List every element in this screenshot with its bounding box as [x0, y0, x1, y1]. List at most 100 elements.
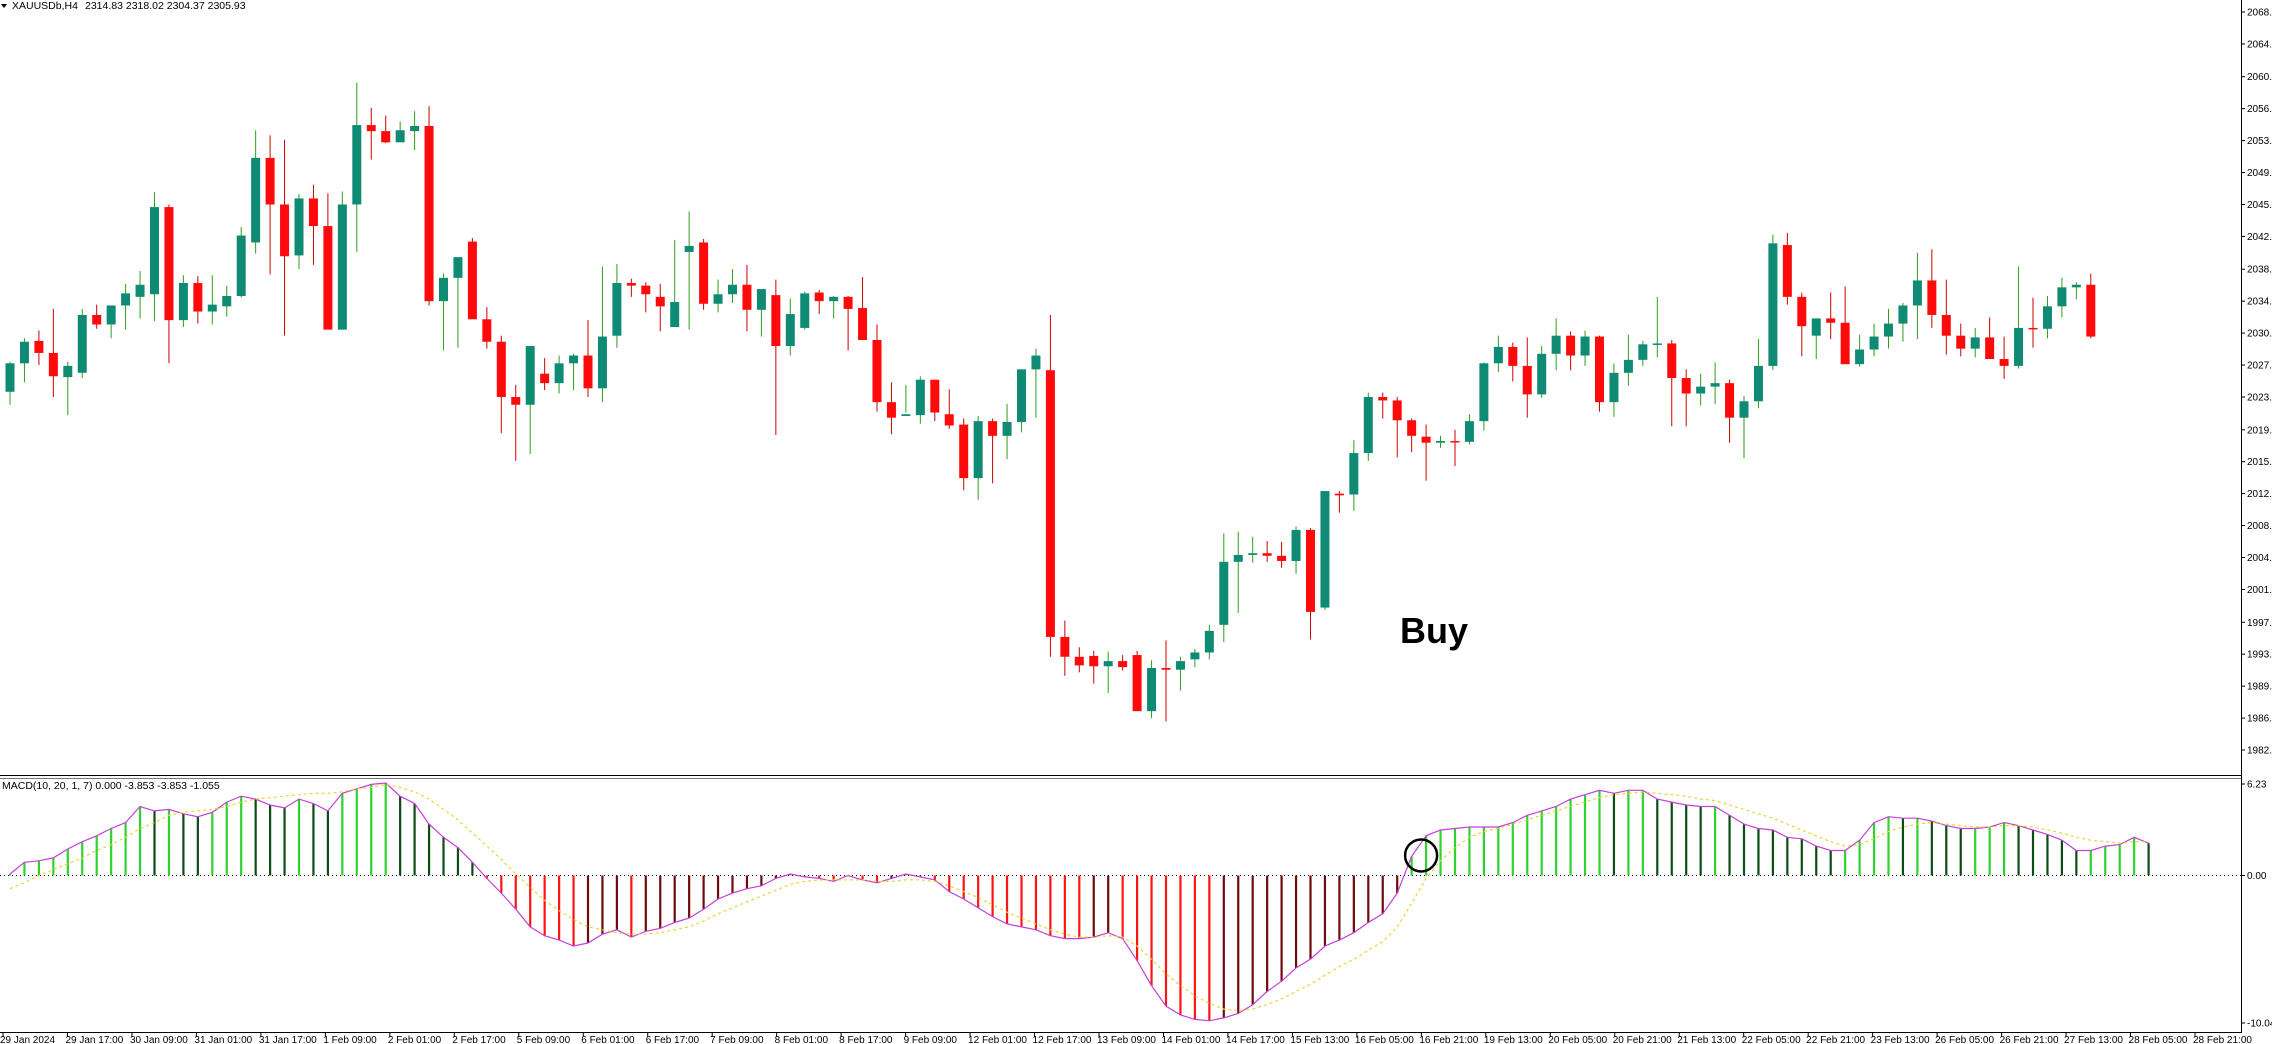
candle[interactable]	[655, 283, 665, 332]
candle[interactable]	[352, 82, 362, 252]
candle[interactable]	[1450, 429, 1460, 467]
candle[interactable]	[1623, 334, 1633, 386]
candle[interactable]	[1190, 649, 1200, 668]
candle[interactable]	[684, 211, 694, 330]
candle[interactable]	[1522, 337, 1532, 418]
candle[interactable]	[1638, 340, 1648, 366]
candle[interactable]	[308, 184, 318, 265]
candle[interactable]	[1031, 348, 1041, 418]
candle[interactable]	[2057, 277, 2067, 318]
candle[interactable]	[525, 346, 535, 454]
candle[interactable]	[1103, 651, 1113, 694]
candle[interactable]	[453, 257, 463, 348]
candle[interactable]	[1002, 403, 1012, 460]
candle[interactable]	[2086, 273, 2096, 339]
candle[interactable]	[1884, 308, 1893, 349]
candle[interactable]	[1797, 292, 1807, 357]
candle[interactable]	[1537, 346, 1547, 398]
candle[interactable]	[1855, 334, 1865, 367]
candle[interactable]	[1334, 491, 1344, 513]
candle[interactable]	[1956, 323, 1966, 357]
candle[interactable]	[1551, 318, 1561, 371]
candle[interactable]	[1840, 286, 1850, 365]
candle[interactable]	[1219, 533, 1229, 643]
candle[interactable]	[554, 355, 564, 394]
candle[interactable]	[1768, 234, 1778, 371]
candle[interactable]	[178, 275, 188, 328]
candle[interactable]	[1045, 314, 1055, 657]
candle[interactable]	[1609, 363, 1619, 417]
candle[interactable]	[959, 418, 969, 491]
candle[interactable]	[92, 304, 102, 329]
candle[interactable]	[63, 361, 73, 416]
candle[interactable]	[800, 291, 810, 330]
candle[interactable]	[164, 204, 174, 364]
candle[interactable]	[612, 264, 622, 348]
candle[interactable]	[785, 298, 795, 356]
candle[interactable]	[34, 330, 44, 366]
candle[interactable]	[901, 384, 911, 416]
candle[interactable]	[1233, 531, 1243, 613]
candle[interactable]	[467, 238, 477, 320]
candle[interactable]	[294, 194, 304, 270]
candle[interactable]	[814, 289, 824, 315]
candle[interactable]	[1161, 640, 1171, 722]
candle[interactable]	[482, 307, 492, 349]
candle[interactable]	[121, 283, 131, 330]
candle[interactable]	[424, 106, 434, 306]
candle[interactable]	[1407, 418, 1417, 453]
candle[interactable]	[1248, 536, 1258, 563]
candle[interactable]	[1912, 252, 1922, 340]
candle[interactable]	[207, 275, 217, 325]
candle[interactable]	[135, 270, 145, 319]
candle[interactable]	[1147, 660, 1157, 719]
candle[interactable]	[1999, 336, 2009, 379]
candle[interactable]	[728, 269, 737, 303]
candle[interactable]	[569, 353, 579, 391]
candle[interactable]	[1739, 396, 1749, 459]
candle[interactable]	[1060, 620, 1070, 676]
candle[interactable]	[280, 139, 290, 336]
candle[interactable]	[1089, 650, 1099, 684]
candle[interactable]	[858, 276, 868, 340]
candle[interactable]	[19, 338, 29, 383]
candle[interactable]	[1392, 396, 1402, 458]
candle[interactable]	[1421, 424, 1431, 481]
candle[interactable]	[1493, 335, 1503, 372]
candle[interactable]	[222, 285, 232, 317]
candle[interactable]	[1291, 526, 1301, 574]
candle[interactable]	[886, 382, 896, 435]
candle[interactable]	[1204, 624, 1214, 660]
candle[interactable]	[771, 279, 781, 435]
candle[interactable]	[944, 389, 954, 429]
candle[interactable]	[150, 192, 159, 322]
candle[interactable]	[1464, 414, 1474, 445]
candle[interactable]	[626, 278, 636, 297]
candle[interactable]	[973, 415, 983, 500]
candle[interactable]	[540, 358, 550, 391]
candle[interactable]	[597, 266, 607, 403]
candle[interactable]	[77, 308, 87, 378]
candle[interactable]	[930, 379, 940, 422]
candle[interactable]	[1927, 249, 1937, 328]
candle[interactable]	[265, 135, 275, 275]
candle[interactable]	[511, 384, 521, 461]
candle[interactable]	[1595, 335, 1604, 412]
candle[interactable]	[1566, 331, 1576, 371]
candle[interactable]	[337, 191, 347, 330]
candle[interactable]	[1696, 373, 1706, 406]
candle[interactable]	[1652, 296, 1662, 358]
candle[interactable]	[583, 320, 593, 397]
candle[interactable]	[439, 273, 448, 351]
candle[interactable]	[988, 418, 998, 484]
candle[interactable]	[829, 295, 839, 319]
candle[interactable]	[1349, 440, 1359, 511]
candle[interactable]	[1175, 656, 1185, 691]
candle[interactable]	[1753, 339, 1763, 409]
candle[interactable]	[872, 324, 882, 412]
candle[interactable]	[2042, 295, 2052, 339]
candle[interactable]	[843, 295, 853, 351]
candle[interactable]	[251, 130, 261, 254]
candle[interactable]	[1811, 318, 1821, 359]
candle[interactable]	[1363, 392, 1373, 461]
